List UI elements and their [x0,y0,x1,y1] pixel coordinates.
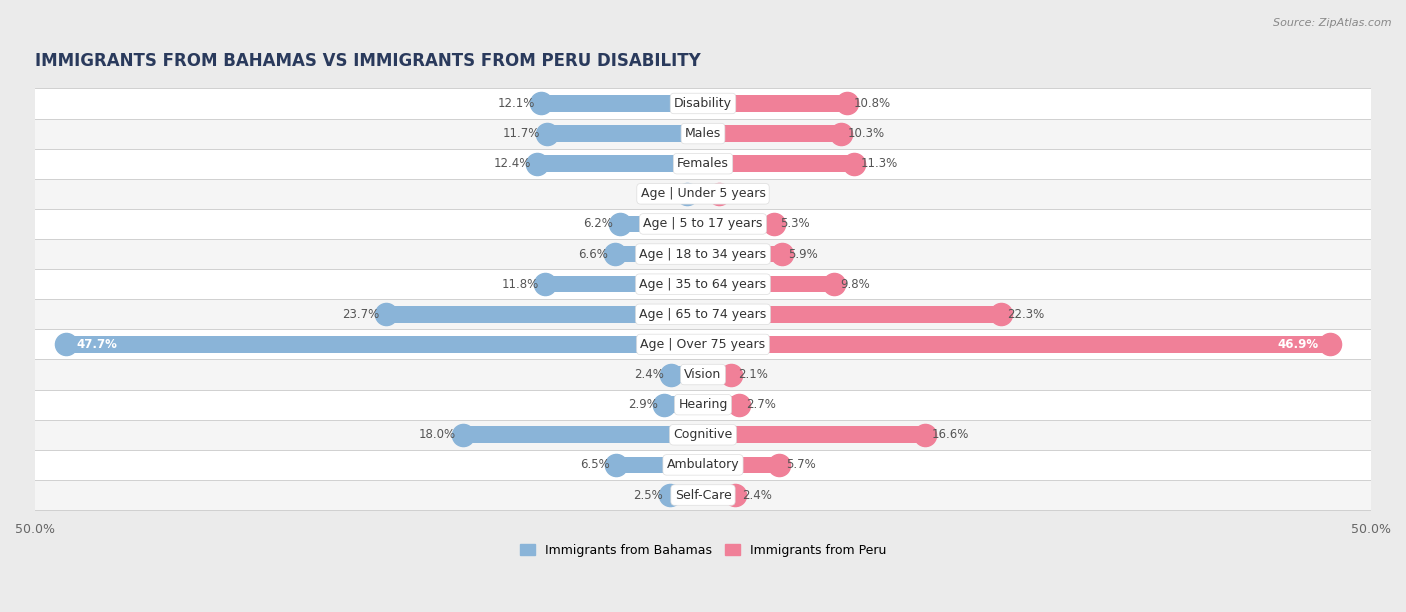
Bar [541,95,703,112]
Text: Ambulatory: Ambulatory [666,458,740,471]
Bar [35,480,1371,510]
Bar [616,457,703,473]
Text: Vision: Vision [685,368,721,381]
Bar [703,487,735,503]
Text: 2.9%: 2.9% [627,398,658,411]
Bar [669,487,703,503]
Text: Cognitive: Cognitive [673,428,733,441]
Text: 10.3%: 10.3% [848,127,884,140]
Text: 5.7%: 5.7% [786,458,815,471]
Text: 11.7%: 11.7% [502,127,540,140]
Text: 9.8%: 9.8% [841,278,870,291]
Bar [671,366,703,383]
Text: 46.9%: 46.9% [1278,338,1319,351]
Text: Males: Males [685,127,721,140]
Bar [703,276,834,293]
Bar [664,397,703,413]
Bar [703,215,773,232]
Bar [703,397,740,413]
Text: 22.3%: 22.3% [1008,308,1045,321]
Bar [703,366,731,383]
Bar [703,125,841,142]
Bar [35,149,1371,179]
Bar [35,239,1371,269]
Text: 6.6%: 6.6% [578,248,609,261]
Legend: Immigrants from Bahamas, Immigrants from Peru: Immigrants from Bahamas, Immigrants from… [515,539,891,562]
Bar [703,95,848,112]
Text: 5.3%: 5.3% [780,217,810,231]
Text: 2.4%: 2.4% [742,488,772,501]
Bar [35,209,1371,239]
Text: 2.1%: 2.1% [738,368,768,381]
Bar [35,420,1371,450]
Text: 1.2%: 1.2% [725,187,755,200]
Text: Age | 5 to 17 years: Age | 5 to 17 years [644,217,762,231]
Text: 23.7%: 23.7% [343,308,380,321]
Bar [703,306,1001,323]
Text: Disability: Disability [673,97,733,110]
Text: 6.5%: 6.5% [579,458,609,471]
Text: 2.5%: 2.5% [633,488,662,501]
Text: Age | Under 5 years: Age | Under 5 years [641,187,765,200]
Text: Age | 65 to 74 years: Age | 65 to 74 years [640,308,766,321]
Bar [537,155,703,172]
Bar [463,427,703,443]
Bar [703,185,718,202]
Bar [387,306,703,323]
Bar [35,329,1371,359]
Text: Age | 35 to 64 years: Age | 35 to 64 years [640,278,766,291]
Text: 10.8%: 10.8% [853,97,891,110]
Bar [35,88,1371,119]
Text: 47.7%: 47.7% [76,338,117,351]
Text: 2.7%: 2.7% [745,398,776,411]
Text: 12.1%: 12.1% [498,97,534,110]
Bar [35,269,1371,299]
Bar [620,215,703,232]
Bar [688,185,703,202]
Text: 18.0%: 18.0% [419,428,456,441]
Text: Females: Females [678,157,728,170]
Bar [35,179,1371,209]
Bar [35,390,1371,420]
Text: 6.2%: 6.2% [583,217,613,231]
Text: Source: ZipAtlas.com: Source: ZipAtlas.com [1274,18,1392,28]
Bar [35,450,1371,480]
Bar [703,246,782,263]
Bar [66,336,703,353]
Text: Age | 18 to 34 years: Age | 18 to 34 years [640,248,766,261]
Bar [35,119,1371,149]
Text: Self-Care: Self-Care [675,488,731,501]
Text: 5.9%: 5.9% [789,248,818,261]
Bar [35,359,1371,390]
Text: 11.8%: 11.8% [502,278,538,291]
Bar [703,155,853,172]
Bar [546,276,703,293]
Text: Hearing: Hearing [678,398,728,411]
Bar [35,299,1371,329]
Text: 11.3%: 11.3% [860,157,898,170]
Text: IMMIGRANTS FROM BAHAMAS VS IMMIGRANTS FROM PERU DISABILITY: IMMIGRANTS FROM BAHAMAS VS IMMIGRANTS FR… [35,52,700,70]
Bar [614,246,703,263]
Text: 16.6%: 16.6% [931,428,969,441]
Bar [703,427,925,443]
Bar [703,457,779,473]
Text: 2.4%: 2.4% [634,368,664,381]
Bar [703,336,1330,353]
Text: 1.2%: 1.2% [651,187,681,200]
Text: Age | Over 75 years: Age | Over 75 years [641,338,765,351]
Text: 12.4%: 12.4% [494,157,530,170]
Bar [547,125,703,142]
